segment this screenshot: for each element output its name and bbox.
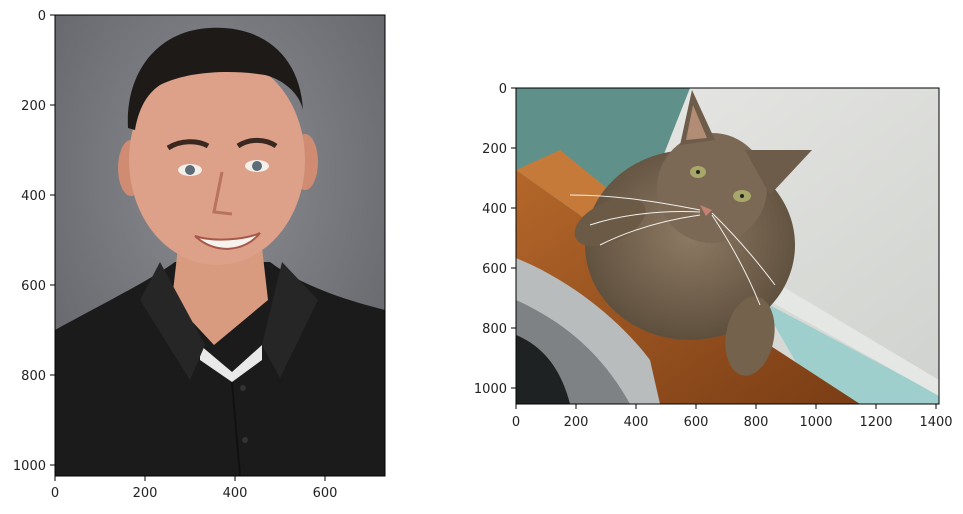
portrait-panel: 0 200 400 600 0 200 400 600 800 1000 xyxy=(13,9,386,501)
x-tick-label: 600 xyxy=(313,486,338,501)
portrait-axes-frame xyxy=(54,14,386,477)
cat-y-ticks: 0 200 400 600 800 1000 xyxy=(474,82,516,397)
x-tick-label: 0 xyxy=(512,415,520,430)
y-tick-label: 600 xyxy=(482,262,507,277)
y-tick-label: 800 xyxy=(21,369,46,384)
x-tick-label: 400 xyxy=(624,415,649,430)
x-tick-label: 800 xyxy=(744,415,769,430)
y-tick-label: 400 xyxy=(21,189,46,204)
x-tick-label: 200 xyxy=(564,415,589,430)
x-tick-label: 0 xyxy=(51,486,59,501)
x-tick-label: 400 xyxy=(223,486,248,501)
man-portrait-image xyxy=(55,15,385,476)
cat-x-ticks: 0 200 400 600 800 1000 1200 1400 xyxy=(512,404,953,430)
y-tick-label: 0 xyxy=(499,82,507,97)
y-tick-label: 200 xyxy=(482,142,507,157)
y-tick-label: 600 xyxy=(21,279,46,294)
y-tick-label: 1000 xyxy=(13,459,46,474)
portrait-x-ticks: 0 200 400 600 xyxy=(51,476,338,501)
x-tick-label: 1000 xyxy=(799,415,832,430)
x-tick-label: 600 xyxy=(684,415,709,430)
cat-panel: 0 200 400 600 800 1000 1200 1400 0 200 4… xyxy=(474,82,953,430)
x-tick-label: 1200 xyxy=(859,415,892,430)
y-tick-label: 400 xyxy=(482,202,507,217)
y-tick-label: 1000 xyxy=(474,382,507,397)
y-tick-label: 800 xyxy=(482,322,507,337)
cat-photo-image xyxy=(516,88,939,404)
cat-axes-frame xyxy=(515,87,940,405)
y-tick-label: 200 xyxy=(21,99,46,114)
x-tick-label: 1400 xyxy=(919,415,952,430)
y-tick-label: 0 xyxy=(38,9,46,24)
portrait-y-ticks: 0 200 400 600 800 1000 xyxy=(13,9,55,474)
x-tick-label: 200 xyxy=(133,486,158,501)
